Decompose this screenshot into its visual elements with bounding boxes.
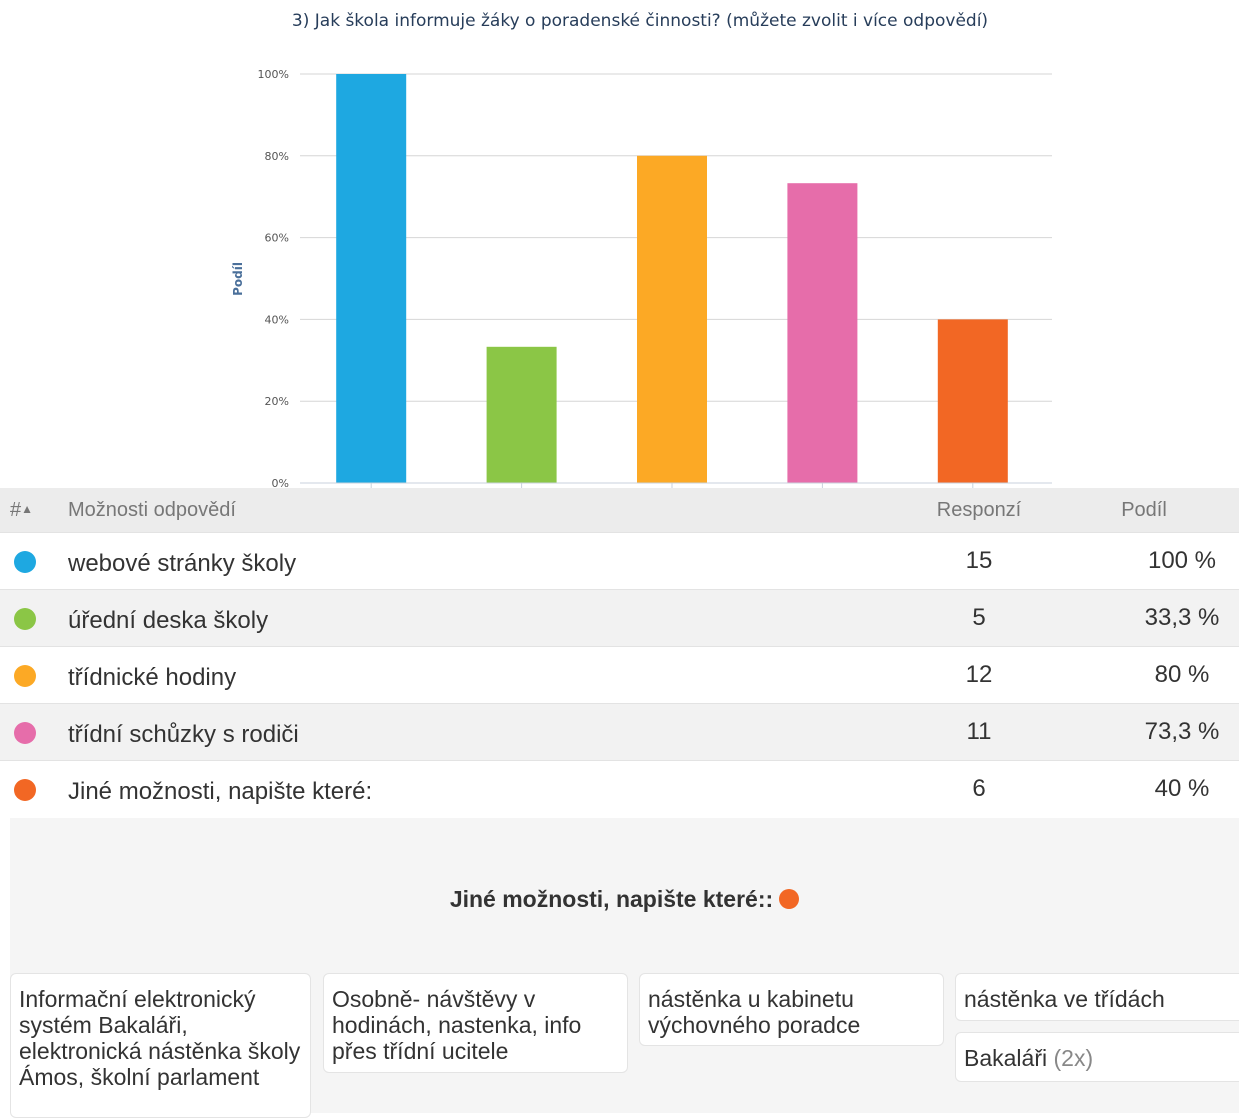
answer-count: (2x) <box>1053 1045 1094 1071</box>
y-tick-label: 40% <box>265 313 289 326</box>
color-dot-cell <box>0 604 58 632</box>
sort-up-icon: ▲ <box>21 501 34 516</box>
option-label: úřední deska školy <box>68 607 269 634</box>
answer-card: nástěnka ve třídách <box>955 973 1239 1021</box>
bar[interactable] <box>486 346 557 483</box>
bar[interactable] <box>937 319 1008 483</box>
share-value: 73,3 % <box>1144 718 1220 745</box>
share-cell: 100 % <box>1049 547 1239 575</box>
share-value: 100 % <box>1147 547 1217 574</box>
option-label: třídní schůzky s rodiči <box>68 721 299 748</box>
answer-card: Osobně- návštěvy v hodinách, nastenka, i… <box>323 973 628 1073</box>
answer-card: Bakaláři (2x) <box>955 1032 1239 1082</box>
table-header: #▲ Možnosti odpovědí Responzí Podíl <box>0 488 1239 532</box>
table-row: webové stránky školy 15 100 % <box>0 532 1239 589</box>
y-tick-label: 20% <box>265 395 289 408</box>
share-cell: 33,3 % <box>1049 604 1239 632</box>
response-count: 15 <box>965 547 993 574</box>
chart-title: 3) Jak škola informuje žáky o poradenské… <box>291 11 989 31</box>
header-responses: Responzí <box>936 498 1022 521</box>
share-value: 80 % <box>1154 661 1210 688</box>
bar[interactable] <box>787 183 858 483</box>
option-label: třídnické hodiny <box>68 664 237 691</box>
color-dot-cell <box>0 718 58 746</box>
response-count: 5 <box>972 604 986 631</box>
color-dot-icon <box>14 721 36 744</box>
chart-bars <box>336 74 1008 488</box>
orange-dot-icon <box>779 889 800 909</box>
header-options: Možnosti odpovědí <box>68 498 236 521</box>
share-value: 33,3 % <box>1144 604 1220 631</box>
response-count: 12 <box>965 661 993 688</box>
y-axis-ticks: 0% 20% 40% 60% 80% 100% <box>258 68 289 490</box>
other-answers-heading: Jiné možnosti, napište které:: <box>10 886 1239 913</box>
y-tick-label: 80% <box>265 150 289 163</box>
y-tick-label: 60% <box>265 232 289 245</box>
table-row: Jiné možnosti, napište které: 6 40 % <box>0 760 1239 817</box>
share-cell: 40 % <box>1049 775 1239 803</box>
other-answers-section: Jiné možnosti, napište které:: Informačn… <box>10 818 1239 1118</box>
table-body: webové stránky školy 15 100 % úřední deska … <box>0 532 1239 817</box>
response-count: 11 <box>966 718 992 745</box>
share-cell: 73,3 % <box>1049 718 1239 746</box>
color-dot-icon <box>14 550 36 573</box>
header-share: Podíl <box>1121 498 1167 521</box>
color-dot-icon <box>14 607 36 630</box>
bar-chart: 0% 20% 40% 60% 80% 100% Podíl <box>231 68 1052 490</box>
table-row: třídní schůzky s rodiči 11 73,3 % <box>0 703 1239 760</box>
share-value: 40 % <box>1154 775 1210 802</box>
table-row: úřední deska školy 5 33,3 % <box>0 589 1239 646</box>
color-dot-cell <box>0 547 58 575</box>
bar[interactable] <box>637 155 707 484</box>
answer-card: nástěnka u kabinetu výchovného poradce <box>639 973 944 1046</box>
y-axis-label: Podíl <box>231 262 245 296</box>
y-tick-label: 100% <box>258 68 289 81</box>
answer-card: Informační elektronický systém Bakaláři,… <box>10 973 311 1118</box>
option-label: webové stránky školy <box>68 550 297 577</box>
color-dot-cell <box>0 661 58 689</box>
color-dot-cell <box>0 775 58 803</box>
color-dot-icon <box>14 664 36 687</box>
y-tick-label: 0% <box>272 477 289 490</box>
option-label: Jiné možnosti, napište které: <box>68 778 373 805</box>
sort-column-hash[interactable]: #▲ <box>10 498 34 521</box>
share-cell: 80 % <box>1049 661 1239 689</box>
response-count: 6 <box>972 775 986 802</box>
table-row: třídnické hodiny 12 80 % <box>0 646 1239 703</box>
color-dot-icon <box>14 778 36 801</box>
results-table: #▲ Možnosti odpovědí Responzí Podíl webo… <box>0 488 1239 817</box>
bar[interactable] <box>336 74 407 483</box>
